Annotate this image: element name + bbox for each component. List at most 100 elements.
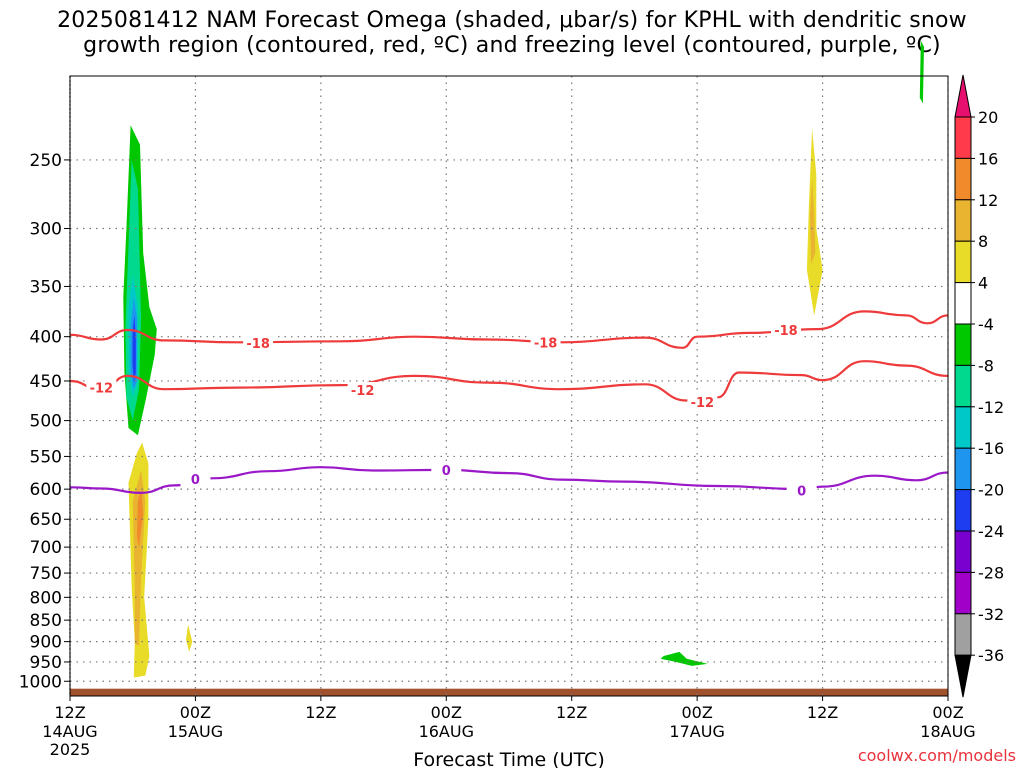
colorbar-swatch (954, 571, 972, 615)
x-tick-label: 00Z (681, 703, 712, 722)
contour-label-bg (786, 482, 817, 499)
colorbar-swatch (954, 613, 972, 656)
contour-label: -18 (246, 337, 270, 352)
contour-line (69, 466, 949, 494)
chart-title-line-1: 2025081412 NAM Forecast Omega (shaded, μ… (57, 8, 967, 33)
colorbar-label: -12 (978, 398, 1004, 417)
y-tick-label: 1000 (19, 672, 62, 692)
colorbar-swatch (954, 447, 972, 491)
grid-layer (69, 76, 949, 696)
contour-label: 0 (191, 473, 200, 488)
contour-label-bg (180, 470, 211, 487)
contour-label: -12 (691, 396, 715, 411)
y-tick-label: 700 (30, 538, 62, 558)
colorbar-swatch (954, 406, 972, 449)
colorbar-bottom-arrow (954, 654, 972, 698)
y-tick-label: 400 (30, 328, 62, 348)
y-tick-label: 800 (30, 588, 62, 608)
omega-region (660, 651, 708, 666)
colorbar-label: -20 (978, 481, 1004, 500)
x-tick-label: 00Z (932, 703, 963, 722)
y-tick-label: 850 (30, 611, 62, 631)
x-tick-date: 16AUG (419, 722, 474, 741)
contour-label-bg (86, 379, 117, 396)
colorbar-label: 16 (978, 149, 998, 168)
colorbar-label: -36 (978, 646, 1004, 665)
x-tick-label: 12Z (807, 703, 838, 722)
chart-title-line-2: growth region (contoured, red, ºC) and f… (83, 33, 941, 58)
x-tick-date: 15AUG (168, 722, 223, 741)
ground-layer (70, 688, 948, 696)
contour-label: -12 (351, 384, 375, 399)
y-tick-label: 350 (30, 277, 62, 297)
colorbar-label: 12 (978, 191, 998, 210)
colorbar-swatch (954, 157, 972, 201)
contour-label-bg (770, 322, 801, 339)
colorbar-label: 20 (978, 108, 998, 127)
y-tick-label: 450 (30, 372, 62, 392)
x-tick-date: 14AUG (42, 722, 97, 741)
y-tick-label: 750 (30, 564, 62, 584)
contour-label-bg (347, 382, 378, 399)
y-tick-label: 250 (30, 151, 62, 171)
y-axis: 2503003504004505005506006507007508008509… (19, 76, 71, 696)
contour-label-bg (243, 335, 274, 352)
y-tick-label: 550 (30, 447, 62, 467)
y-tick-label: 950 (30, 653, 62, 673)
omega-region (136, 489, 144, 548)
omega-region (806, 128, 823, 316)
x-tick-date: 17AUG (669, 722, 724, 741)
colorbar-swatch (954, 489, 972, 532)
contour-label: -18 (774, 324, 798, 339)
y-tick-label: 500 (30, 412, 62, 432)
colorbar-swatch (954, 199, 972, 242)
colorbar: 20 16 12 8 4 -4 -8 -12 -16 -20 -24 -28 -32 -36 (954, 74, 1004, 698)
y-tick-label: 900 (30, 633, 62, 653)
omega-region (919, 40, 924, 104)
ground-bar (70, 688, 948, 696)
contour-label-bg (431, 461, 462, 478)
colorbar-swatch (954, 116, 972, 159)
colorbar-label: 8 (978, 232, 988, 251)
contour-label-bg (687, 394, 718, 411)
colorbar-label: -16 (978, 439, 1004, 458)
x-tick-label: 00Z (180, 703, 211, 722)
x-tick-label: 00Z (431, 703, 462, 722)
x-tick-date: 18AUG (920, 722, 975, 741)
colorbar-swatch (954, 323, 972, 366)
colorbar-label: -32 (978, 605, 1004, 624)
colorbar-label: -28 (978, 563, 1004, 582)
omega-region (810, 177, 816, 265)
contour-layer: -18 -18 -18 -12 -12 -12 0 0 0 (69, 310, 949, 499)
omega-region (186, 624, 193, 652)
contour-label: 0 (442, 464, 451, 479)
colorbar-swatch (954, 282, 972, 325)
x-tick-label: 12Z (54, 703, 85, 722)
colorbar-top-arrow (954, 74, 972, 118)
colorbar-swatch (954, 240, 972, 284)
colorbar-label: 4 (978, 274, 988, 293)
contour-label: 0 (797, 484, 806, 499)
x-tick-year: 2025 (50, 740, 91, 759)
contour-label: -12 (90, 382, 114, 397)
contour-label: -18 (534, 336, 558, 351)
contour-label-bg (530, 334, 561, 351)
colorbar-label: -24 (978, 522, 1004, 541)
colorbar-swatch (954, 530, 972, 573)
y-tick-label: 300 (30, 219, 62, 239)
x-axis-label: Forecast Time (UTC) (413, 749, 604, 768)
contour-line (69, 310, 949, 349)
colorbar-label: -4 (978, 315, 994, 334)
y-tick-label: 650 (30, 510, 62, 530)
y-tick-label: 600 (30, 480, 62, 500)
omega-shaded-layer (123, 40, 924, 678)
contour-line (69, 360, 949, 402)
credit-text: coolwx.com/models (857, 746, 1016, 765)
x-tick-label: 12Z (305, 703, 336, 722)
omega-region (132, 315, 136, 383)
plot-frame (69, 75, 949, 697)
colorbar-label: -8 (978, 356, 994, 375)
colorbar-swatch (954, 364, 972, 408)
